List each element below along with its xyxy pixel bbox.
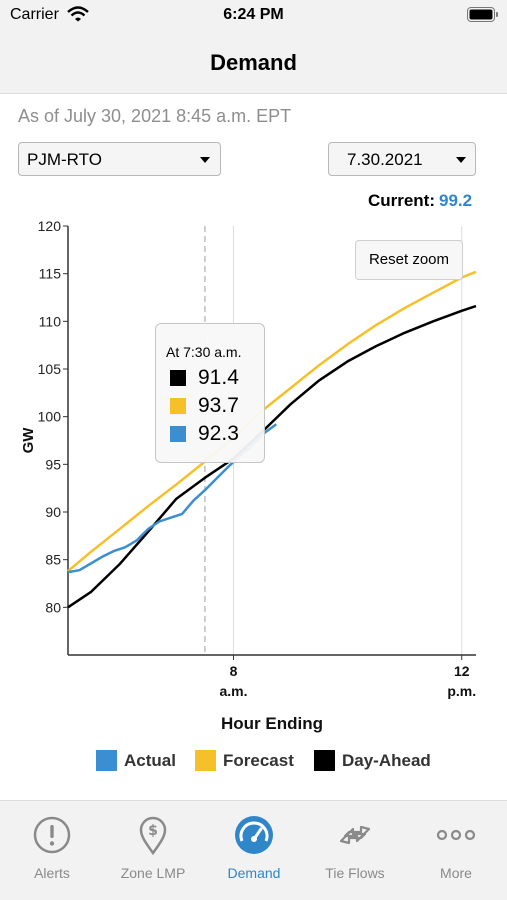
y-tick-label: 105	[38, 361, 62, 377]
page-title: Demand	[210, 50, 297, 75]
x-tick-label: 12	[454, 663, 470, 679]
current-value: 99.2	[439, 191, 473, 210]
reset-zoom-button[interactable]: Reset zoom	[355, 240, 463, 280]
tooltip-title: At 7:30 a.m.	[166, 344, 242, 360]
location-dollar-icon: $	[139, 816, 167, 855]
more-icon	[436, 829, 476, 841]
x-tick-label: a.m.	[219, 683, 247, 699]
tab-label: Tie Flows	[325, 865, 385, 881]
y-tick-label: 115	[39, 266, 62, 282]
date-select[interactable]: 7.30.2021	[328, 142, 476, 176]
legend-label: Actual	[124, 751, 176, 770]
caret-down-icon	[200, 157, 210, 163]
tab-tie-flows[interactable]: Tie Flows	[305, 801, 405, 900]
current-label: Current:	[367, 191, 435, 210]
tab-zone-lmp[interactable]: $ Zone LMP	[103, 801, 203, 900]
tab-alerts[interactable]: Alerts	[2, 801, 102, 900]
y-axis-title: GW	[20, 427, 37, 454]
tooltip-value: 93.7	[198, 394, 239, 417]
tab-bar: Alerts $ Zone LMP Demand Tie Flows More	[0, 800, 507, 900]
y-tick-label: 120	[38, 218, 62, 234]
status-time: 6:24 PM	[223, 6, 284, 23]
nav-bar: Demand	[0, 30, 507, 94]
y-tick-label: 80	[45, 599, 61, 615]
tooltip-value: 92.3	[198, 422, 239, 445]
battery-icon	[467, 7, 498, 22]
tab-label: More	[440, 865, 472, 881]
status-bar: Carrier 6:24 PM	[0, 0, 507, 30]
series-line-forecast	[67, 270, 477, 573]
region-select-value: PJM-RTO	[27, 150, 102, 169]
y-tick-label: 110	[39, 313, 62, 329]
region-select[interactable]: PJM-RTO	[18, 142, 221, 176]
alert-icon	[33, 816, 71, 854]
tab-demand[interactable]: Demand	[204, 801, 304, 900]
legend-label: Forecast	[223, 751, 294, 770]
tab-label: Demand	[227, 865, 281, 881]
tab-more[interactable]: More	[406, 801, 506, 900]
y-tick-label: 100	[38, 409, 62, 425]
arrows-icon	[339, 825, 371, 845]
actual-swatch	[170, 426, 186, 442]
legend-swatch	[195, 750, 216, 771]
tab-label: Alerts	[34, 865, 70, 881]
chart-tooltip: At 7:30 a.m. 91.4 93.7 92.3	[155, 323, 265, 463]
date-select-value: 7.30.2021	[347, 150, 423, 169]
x-tick-label: 8	[230, 663, 238, 679]
demand-chart[interactable]: 80 85 90 95 100 105 110 115 120 8 a.m. 12 p.m. GW Hour…	[0, 210, 507, 740]
x-axis-title: Hour Ending	[221, 714, 323, 733]
carrier-label: Carrier	[10, 6, 59, 23]
tooltip-value: 91.4	[198, 366, 239, 389]
wifi-icon	[67, 6, 89, 22]
caret-down-icon	[456, 157, 466, 163]
as-of-timestamp: As of July 30, 2021 8:45 a.m. EPT	[18, 106, 292, 126]
legend-label: Day-Ahead	[342, 751, 431, 770]
x-tick-label: p.m.	[447, 683, 476, 699]
legend-swatch	[96, 750, 117, 771]
y-tick-label: 95	[45, 456, 61, 472]
y-tick-label: 90	[45, 504, 61, 520]
gauge-icon	[235, 816, 273, 854]
legend-swatch	[314, 750, 335, 771]
svg-text:$: $	[148, 823, 158, 839]
series-line-day-ahead	[67, 304, 477, 609]
tab-label: Zone LMP	[120, 865, 186, 881]
forecast-swatch	[170, 398, 186, 414]
y-tick-label: 85	[45, 552, 61, 568]
day-ahead-swatch	[170, 370, 186, 386]
